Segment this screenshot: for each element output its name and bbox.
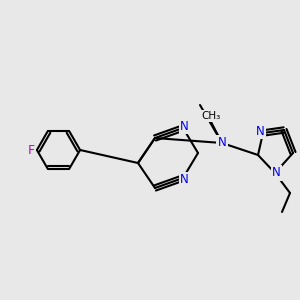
Text: CH₃: CH₃ [202, 111, 221, 122]
Text: N: N [180, 120, 189, 133]
Text: N: N [272, 167, 281, 179]
Text: N: N [180, 173, 189, 186]
Text: F: F [28, 143, 35, 157]
Text: N: N [256, 125, 264, 138]
Text: N: N [218, 136, 226, 149]
